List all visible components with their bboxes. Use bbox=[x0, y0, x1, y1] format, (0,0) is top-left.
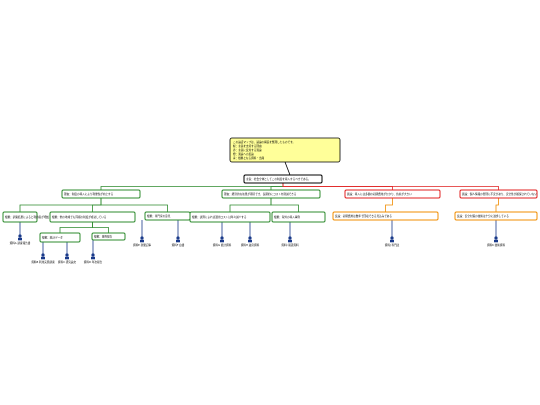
claim-text: 根拠：事例報告 bbox=[94, 235, 113, 239]
source-icon bbox=[91, 253, 95, 257]
connector bbox=[270, 183, 284, 190]
source-icon bbox=[140, 239, 144, 243]
source-text: 資料E 新聞記事 bbox=[133, 243, 151, 247]
claim-text: 根拠：試算によれば運用コストは年々減少する bbox=[192, 215, 247, 219]
source-text: 資料A 調査報告書 bbox=[10, 241, 31, 245]
connector bbox=[282, 183, 499, 190]
claim-box bbox=[332, 211, 439, 221]
source-icon bbox=[390, 236, 394, 240]
connector bbox=[495, 198, 499, 212]
connector bbox=[92, 222, 109, 233]
source-text: 資料C 研究論文 bbox=[58, 260, 77, 264]
claim-box bbox=[459, 189, 538, 199]
claim-box bbox=[344, 189, 441, 199]
claim-box bbox=[2, 211, 38, 223]
source-text: 資料H 政府資料 bbox=[241, 243, 260, 247]
claim-text: 異論：個人情報の管理に不安があり、安全性が確保されていない bbox=[462, 192, 537, 196]
claim-text: 根拠：統計データ bbox=[42, 236, 63, 240]
source-text: 資料G 統計資料 bbox=[213, 243, 232, 247]
claim-box bbox=[271, 211, 326, 223]
note-text: 緑：主張を支持する理由 bbox=[233, 144, 262, 148]
note-text: 青：根拠となる資料・出典 bbox=[233, 156, 264, 160]
connector bbox=[19, 198, 102, 212]
connector bbox=[385, 198, 393, 212]
source-icon bbox=[248, 239, 252, 243]
source-icon bbox=[176, 236, 180, 240]
note-box bbox=[229, 137, 341, 163]
note-text: 赤：主張に反対する異論 bbox=[233, 148, 262, 152]
connector bbox=[59, 222, 93, 233]
source-icon bbox=[176, 239, 180, 243]
source-icon bbox=[220, 236, 224, 240]
source-icon bbox=[140, 236, 144, 240]
claim-text: 反論：初期費用は数年で回収できる見込みである bbox=[335, 214, 392, 218]
source-icon bbox=[41, 256, 45, 260]
source-icon bbox=[494, 236, 498, 240]
source-icon bbox=[288, 236, 292, 240]
source-icon bbox=[248, 236, 252, 240]
note-text: この論証マップは、議論の構造を整理したものです。 bbox=[233, 140, 295, 144]
claim-box bbox=[189, 211, 271, 223]
source-icon bbox=[220, 239, 224, 243]
source-icon bbox=[65, 256, 69, 260]
source-text: 資料B 利用実態調査 bbox=[31, 260, 55, 264]
claim-text: 異論：導入には多額の初期費用がかかり、負担が大きい bbox=[347, 192, 412, 196]
connector bbox=[270, 198, 299, 212]
claim-text: 理由：経済的な効果が期待でき、長期的にコストを削減できる bbox=[224, 192, 297, 196]
connector bbox=[92, 198, 102, 212]
source-icon bbox=[18, 234, 22, 238]
connector bbox=[284, 161, 291, 176]
source-text: 資料F 白書 bbox=[172, 243, 185, 247]
claim-text: 根拠：海外の導入事例 bbox=[274, 215, 300, 219]
source-icon bbox=[494, 239, 498, 243]
source-text: 資料J 専門誌 bbox=[385, 243, 400, 247]
source-icon bbox=[390, 239, 394, 243]
claim-box bbox=[243, 174, 323, 184]
claim-text: 根拠：専門家の意見 bbox=[147, 214, 171, 218]
source-icon bbox=[288, 239, 292, 243]
connector bbox=[229, 198, 272, 212]
claim-box bbox=[454, 211, 538, 221]
claim-box bbox=[91, 232, 126, 241]
source-text: 資料D 年次報告 bbox=[84, 260, 103, 264]
claim-text: 反論：安全対策の技術は十分に進歩している bbox=[457, 214, 509, 218]
source-icon bbox=[41, 253, 45, 257]
claim-text: 根拠：調査結果によると利用者が増加している bbox=[5, 215, 60, 219]
claim-box bbox=[39, 232, 81, 243]
claim-box bbox=[221, 189, 321, 199]
connector bbox=[100, 183, 284, 190]
claim-box bbox=[61, 189, 141, 199]
claim-text: 理由：制度の導入により利便性が向上する bbox=[64, 192, 114, 196]
source-text: 資料K 技術資料 bbox=[487, 243, 505, 247]
source-icon bbox=[65, 253, 69, 257]
source-icon bbox=[18, 237, 22, 241]
note-text: 橙：異論への反論 bbox=[233, 152, 254, 156]
source-text: 資料I 報道資料 bbox=[281, 243, 299, 247]
claim-text: 主張：社会全体としてこの制度を導入するべきである。 bbox=[246, 177, 311, 181]
claim-text: 根拠：他の地域でも同様の制度が成功している bbox=[52, 215, 107, 219]
claim-box bbox=[49, 211, 136, 223]
connector bbox=[100, 198, 168, 212]
source-icon bbox=[91, 256, 95, 260]
